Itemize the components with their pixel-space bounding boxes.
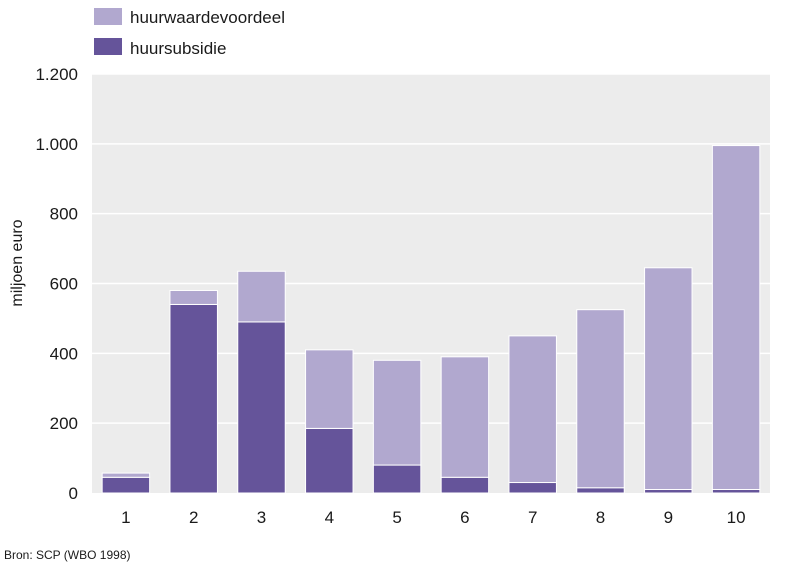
x-tick-label: 1 <box>121 508 130 527</box>
bar-segment-huursubsidie <box>508 482 557 494</box>
legend-swatch-huursubsidie <box>94 38 122 55</box>
bar-segment-huurwaardevoordeel <box>169 289 218 305</box>
bar-segment-huursubsidie <box>711 489 761 494</box>
bar-segment-huursubsidie <box>305 427 354 494</box>
legend-label-huurwaardevoordeel: huurwaardevoordeel <box>130 8 285 27</box>
bar-segment-huursubsidie <box>169 303 218 494</box>
x-axis-tick-labels: 1 2 3 4 5 6 7 8 9 10 <box>121 508 745 527</box>
x-tick-label: 4 <box>325 508 334 527</box>
x-tick-label: 2 <box>189 508 198 527</box>
legend-swatch-huurwaardevoordeel <box>94 8 122 25</box>
bar-segment-huurwaardevoordeel <box>576 309 625 489</box>
y-axis-title: miljoen euro <box>9 219 26 306</box>
x-tick-label: 3 <box>257 508 266 527</box>
y-axis-tick-labels: 0 200 400 600 800 1.000 1.200 <box>35 65 78 503</box>
x-tick-label: 5 <box>392 508 401 527</box>
y-tick-label: 1.000 <box>35 135 78 154</box>
y-tick-label: 800 <box>50 205 78 224</box>
y-tick-label: 600 <box>50 275 78 294</box>
x-tick-label: 8 <box>596 508 605 527</box>
bar-segment-huurwaardevoordeel <box>305 349 354 429</box>
bar-segment-huurwaardevoordeel <box>372 359 422 466</box>
legend-label-huursubsidie: huursubsidie <box>130 39 226 58</box>
bar-segment-huursubsidie <box>440 476 490 494</box>
bar-segment-huursubsidie <box>644 489 693 494</box>
x-tick-label: 10 <box>727 508 746 527</box>
y-tick-label: 1.200 <box>35 65 78 84</box>
bar-segment-huursubsidie <box>372 464 422 494</box>
bar-segment-huursubsidie <box>576 487 625 494</box>
y-tick-label: 400 <box>50 344 78 363</box>
bar-segment-huursubsidie <box>101 476 151 494</box>
source-note: Bron: SCP (WBO 1998) <box>4 548 131 562</box>
x-tick-label: 7 <box>528 508 537 527</box>
x-tick-label: 9 <box>664 508 673 527</box>
bars <box>101 145 761 494</box>
bar-segment-huurwaardevoordeel <box>440 356 490 478</box>
bar-segment-huurwaardevoordeel <box>237 270 286 323</box>
bar-segment-huurwaardevoordeel <box>711 145 761 491</box>
bar-segment-huurwaardevoordeel <box>508 335 557 484</box>
bar-segment-huurwaardevoordeel <box>644 267 693 491</box>
y-tick-label: 0 <box>69 484 78 503</box>
x-tick-label: 6 <box>460 508 469 527</box>
legend: huurwaardevoordeel huursubsidie <box>94 8 285 58</box>
bar-segment-huursubsidie <box>237 321 286 494</box>
bar-segment-huurwaardevoordeel <box>101 472 151 478</box>
y-tick-label: 200 <box>50 414 78 433</box>
